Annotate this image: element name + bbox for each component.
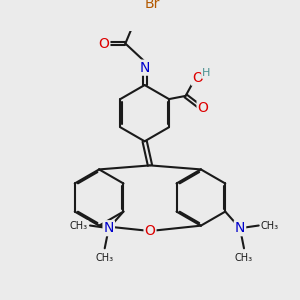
Text: O: O [145,224,155,238]
Text: O: O [198,101,208,116]
Text: N: N [103,221,114,235]
Text: H: H [202,68,210,78]
Text: O: O [98,37,110,50]
Text: N: N [235,221,245,235]
Text: N: N [140,61,150,75]
Text: CH₃: CH₃ [70,220,88,230]
Text: Br: Br [145,0,161,11]
Text: CH₃: CH₃ [261,220,279,230]
Text: O: O [192,71,203,85]
Text: CH₃: CH₃ [235,253,253,263]
Text: CH₃: CH₃ [96,253,114,263]
